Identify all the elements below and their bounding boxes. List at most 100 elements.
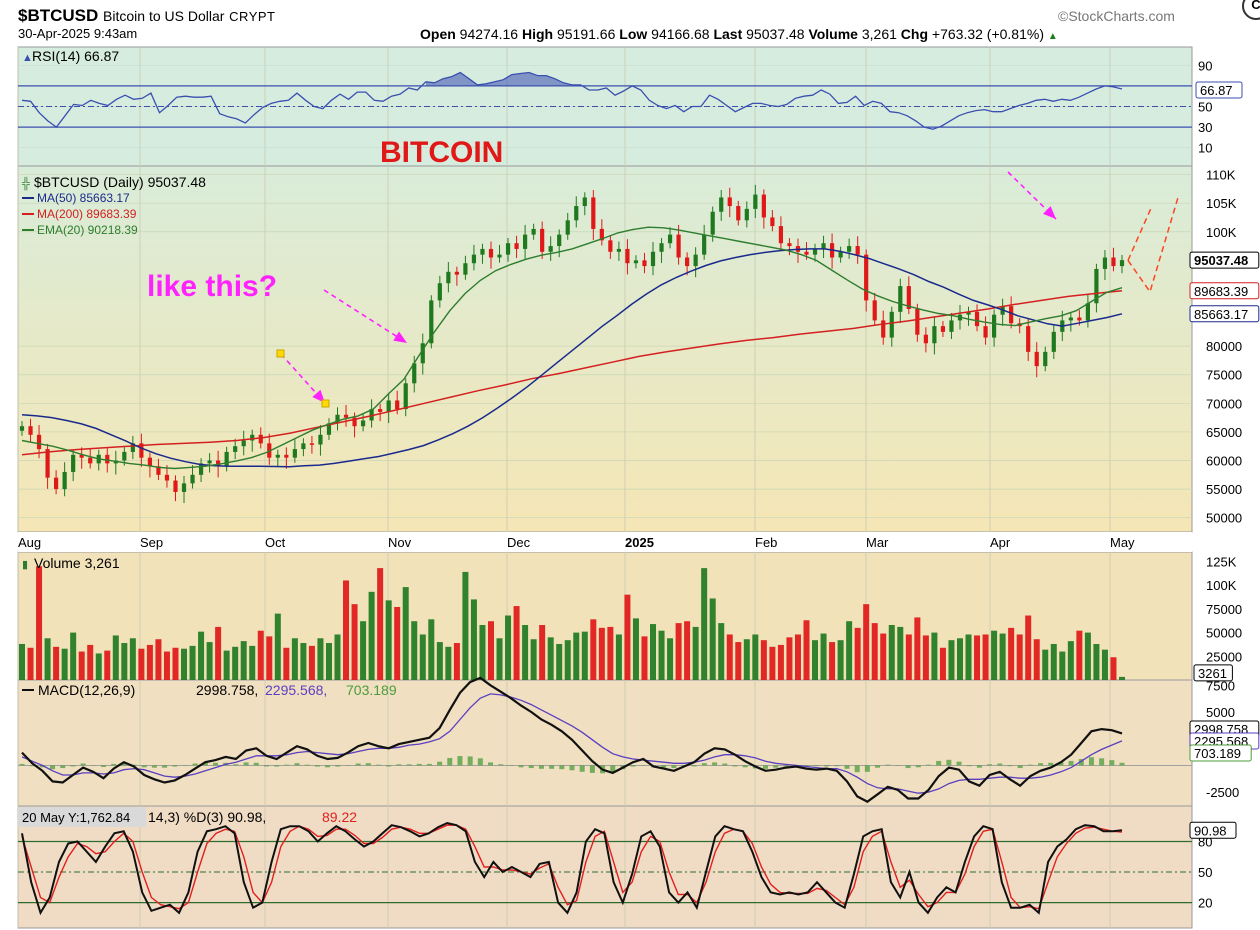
price-candle (864, 254, 869, 301)
volume-bar (863, 604, 870, 680)
price-candle (62, 471, 67, 490)
legend-item: MA(50) 85663.17 (37, 191, 130, 205)
volume-bar (948, 640, 955, 680)
volume-bar (419, 634, 426, 680)
volume-bar (163, 651, 170, 680)
macd-histogram-bar (987, 764, 993, 766)
volume-bar (27, 647, 34, 680)
price-candle (335, 414, 340, 424)
volume-bar (939, 647, 946, 680)
volume-bar (1008, 627, 1015, 680)
macd-signal-line (21, 693, 1123, 794)
price-candle (386, 400, 391, 412)
macd-histogram-bar (100, 765, 106, 767)
volume-bar (914, 617, 921, 680)
stoch-d-value: 89.22 (322, 809, 357, 825)
macd-histogram-bar (477, 758, 483, 766)
macd-histogram-bar (1058, 762, 1064, 766)
volume-bar (1110, 657, 1117, 680)
rsi-y-tick: 10 (1198, 141, 1212, 156)
x-tick-label: Oct (265, 535, 286, 550)
volume-bar (240, 641, 247, 680)
volume-bar (897, 626, 904, 680)
volume-y-tick: 25000 (1206, 649, 1242, 664)
legend-item: MA(200) 89683.39 (37, 207, 137, 221)
macd-histogram-bar (294, 763, 300, 766)
brand-link[interactable]: ©StockCharts.com (1058, 8, 1175, 24)
macd-histogram-bar (834, 765, 840, 767)
macd-histogram-bar (671, 765, 677, 769)
price-tag-2-box (1189, 305, 1260, 323)
symbol-header: $BTCUSD Bitcoin to US Dollar CRYPT (18, 6, 275, 26)
volume-bar (786, 637, 793, 680)
macd-histogram-bar (518, 765, 524, 768)
price-candle (727, 197, 732, 207)
volume-bar (837, 640, 844, 680)
corner-button[interactable]: C (1242, 0, 1260, 20)
volume-bar (274, 613, 281, 680)
macd-histogram-bar (172, 765, 178, 767)
volume-bar (385, 600, 392, 680)
price-candle (821, 243, 826, 249)
open-label: Open (420, 26, 456, 42)
volume-bar (846, 621, 853, 680)
price-candle (847, 246, 852, 252)
price-candle (753, 194, 758, 209)
volume-bar (138, 648, 145, 680)
price-candle (889, 311, 894, 338)
macd-histogram-bar (274, 765, 280, 767)
volume-bar (632, 618, 639, 680)
macd-histogram-bar (141, 765, 147, 768)
price-candle (480, 248, 485, 255)
price-y-tick: 110K (1206, 168, 1236, 183)
price-candle (207, 460, 212, 464)
volume-bar (564, 640, 571, 680)
volume-bar (343, 580, 350, 680)
price-candle (685, 257, 690, 267)
price-candle (403, 383, 408, 410)
macd-histogram-bar (1119, 762, 1125, 766)
volume-bar (436, 642, 443, 680)
macd-histogram-bar (457, 756, 463, 766)
volume-bar (470, 599, 477, 680)
volume-bar (377, 568, 384, 680)
macd-histogram-bar (335, 765, 341, 767)
price-candle (1009, 306, 1014, 324)
volume-bar (607, 626, 614, 680)
volume-bar (547, 637, 554, 680)
hover-tooltip-box (18, 807, 146, 827)
macd-histogram-bar (386, 765, 392, 767)
price-candle (548, 246, 553, 252)
volume-bar (411, 621, 418, 680)
price-candle (250, 434, 255, 441)
macd-histogram-bar (39, 765, 45, 768)
hover-tooltip: 20 May Y:1,762.84 (22, 810, 130, 825)
price-y-tick: 80000 (1206, 339, 1242, 354)
price-candle (736, 206, 741, 221)
volume-bar (223, 650, 230, 680)
price-candle (991, 314, 997, 338)
rsi-last-tag: 66.87 (1200, 83, 1233, 98)
volume-bar (581, 631, 588, 680)
macd-histogram-bar (589, 765, 595, 773)
volume-bar (1067, 641, 1074, 680)
price-candle (488, 248, 494, 258)
rsi-title: RSI(14) 66.87 (32, 48, 119, 64)
volume-bar (743, 639, 750, 680)
stoch-tag: 90.98 (1194, 823, 1227, 838)
volume-bar (496, 638, 503, 680)
price-tag-1: 89683.39 (1194, 284, 1248, 299)
macd-y-tick: 7500 (1206, 678, 1235, 693)
macd-histogram-bar (437, 761, 443, 766)
macd-histogram-bar (253, 762, 259, 766)
macd-value: 2998.758, (196, 682, 258, 698)
price-candle (19, 426, 25, 431)
macd-histogram-bar (936, 760, 942, 766)
price-tag-2: 85663.17 (1194, 307, 1248, 322)
price-candle (369, 409, 374, 421)
price-candle (1077, 317, 1082, 321)
macd-histogram-bar (875, 765, 881, 768)
price-candle (352, 417, 357, 427)
volume-bar (215, 626, 222, 680)
volume-bar (487, 621, 494, 680)
